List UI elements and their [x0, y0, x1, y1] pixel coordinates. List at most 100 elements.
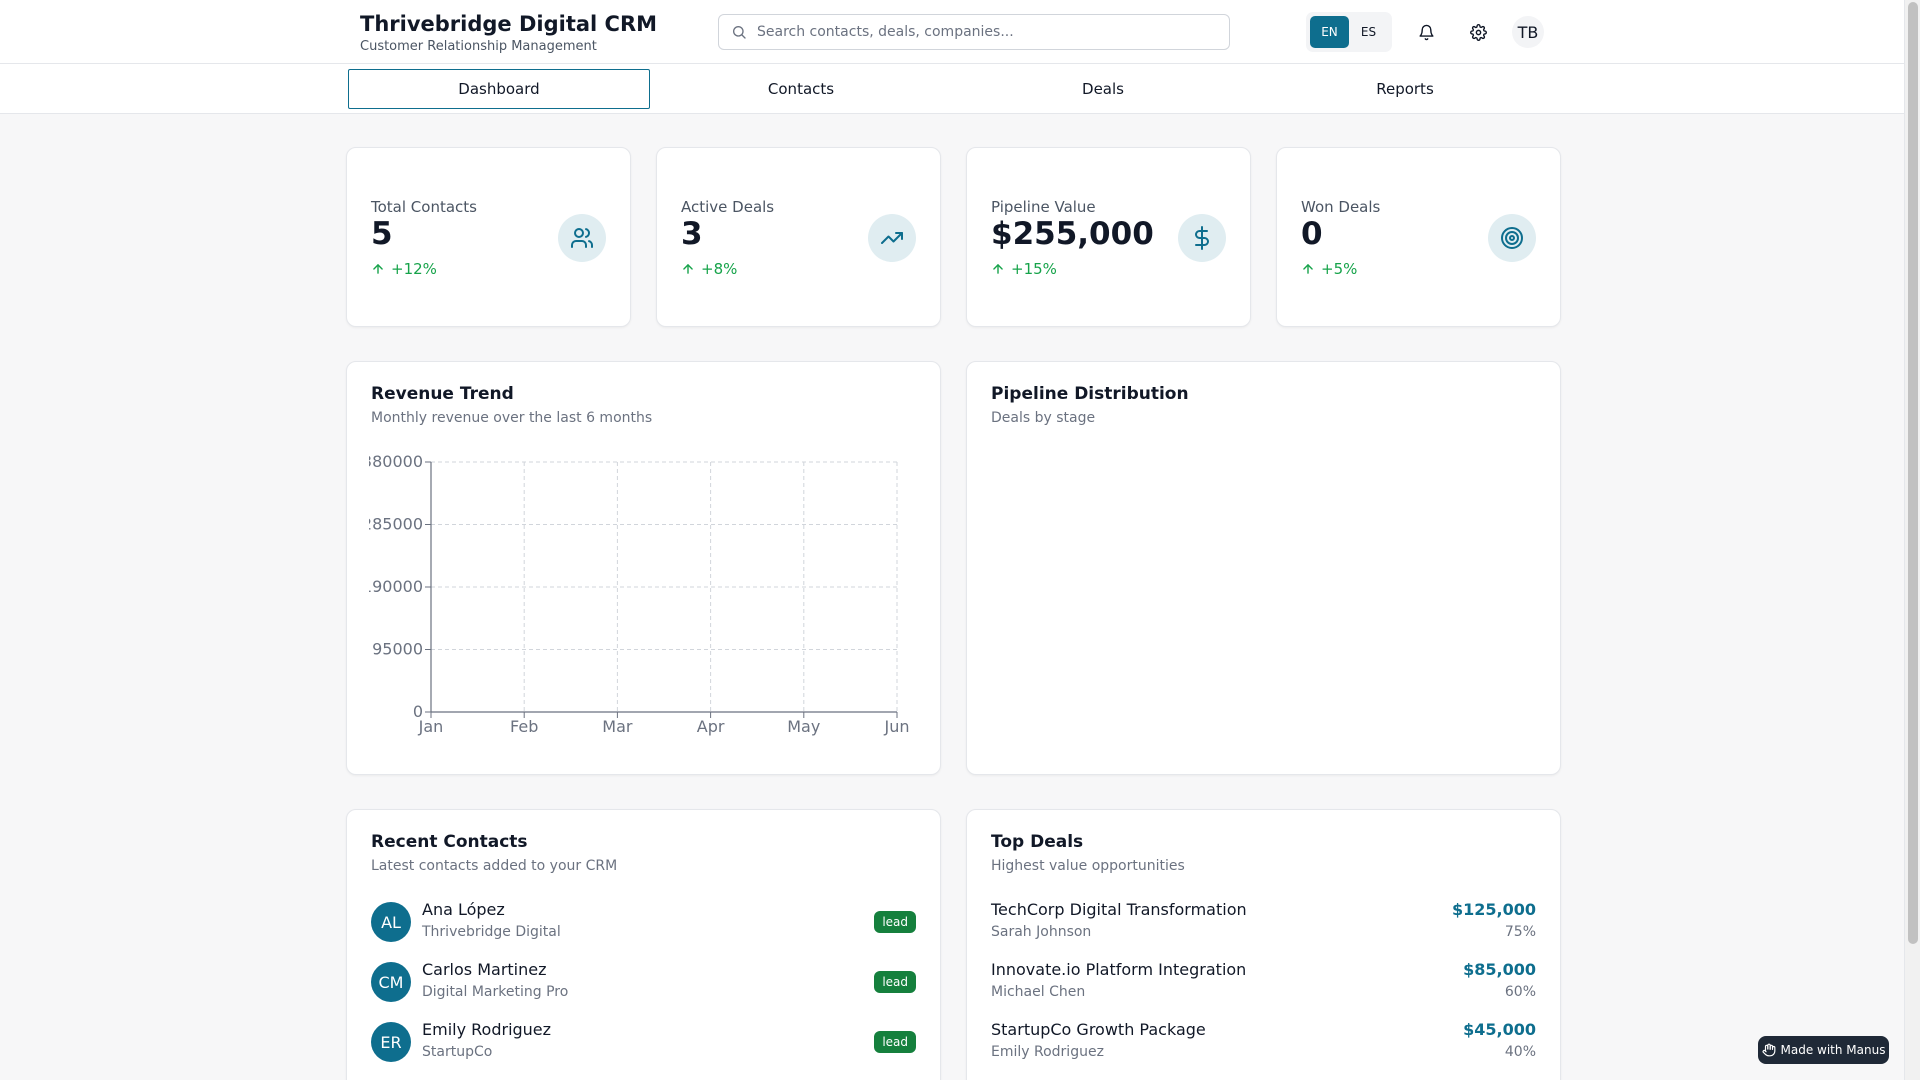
stat-change: +12%: [371, 260, 437, 278]
deal-name: Innovate.io Platform Integration: [991, 960, 1247, 979]
users-icon: [558, 214, 606, 262]
stat-value: 5: [371, 216, 393, 252]
stat-change: +15%: [991, 260, 1057, 278]
pipeline-distribution-card: Pipeline Distribution Deals by stage: [966, 361, 1561, 775]
arrow-up-icon: [373, 264, 383, 274]
card-title: Top Deals: [991, 832, 1084, 852]
notifications-button[interactable]: [1410, 16, 1442, 48]
card-title: Pipeline Distribution: [991, 384, 1189, 404]
y-tick-label: 380000: [369, 452, 423, 471]
stat-card-won-deals: Won Deals 0 +5%: [1276, 147, 1561, 327]
deal-name: StartupCo Growth Package: [991, 1020, 1206, 1039]
top-deals-card: Top Deals Highest value opportunities Te…: [966, 809, 1561, 1080]
card-title: Recent Contacts: [371, 832, 528, 852]
stat-change: +8%: [681, 260, 737, 278]
lang-en-button[interactable]: EN: [1310, 16, 1349, 48]
stat-change-value: +5%: [1321, 260, 1358, 278]
user-avatar[interactable]: TB: [1512, 16, 1544, 48]
deal-probability: 40%: [1504, 1044, 1536, 1060]
y-tick-label: 190000: [369, 577, 423, 596]
app-header: Thrivebridge Digital CRM Customer Relati…: [0, 0, 1904, 64]
stat-change: +5%: [1301, 260, 1357, 278]
tab-deals[interactable]: Deals: [1082, 80, 1124, 98]
language-switcher: EN ES: [1306, 12, 1392, 52]
stat-label: Total Contacts: [371, 198, 477, 216]
stat-change-value: +8%: [701, 260, 738, 278]
deal-amount: $125,000: [1451, 900, 1536, 919]
deal-probability: 60%: [1504, 984, 1536, 1000]
revenue-trend-card: Revenue Trend Monthly revenue over the l…: [346, 361, 941, 775]
search-box[interactable]: [718, 14, 1230, 50]
search-input[interactable]: [757, 17, 1229, 47]
tab-contacts[interactable]: Contacts: [767, 80, 835, 98]
stat-card-active-deals: Active Deals 3 +8%: [656, 147, 941, 327]
status-badge: lead: [874, 1031, 916, 1053]
stat-value: 3: [681, 216, 703, 252]
stat-card-total-contacts: Total Contacts 5 +12%: [346, 147, 631, 327]
bell-icon: [1418, 24, 1435, 41]
app-title: Thrivebridge Digital CRM: [360, 12, 658, 36]
stat-value: 0: [1301, 216, 1323, 252]
stat-card-pipeline-value: Pipeline Value $255,000 +15%: [966, 147, 1251, 327]
deal-row[interactable]: StartupCo Growth Package Emily Rodriguez…: [991, 1020, 1536, 1066]
manus-hand-icon: [1762, 1043, 1775, 1057]
stat-label: Pipeline Value: [991, 198, 1096, 216]
recent-contacts-card: Recent Contacts Latest contacts added to…: [346, 809, 941, 1080]
target-icon: [1488, 214, 1536, 262]
arrow-up-icon: [683, 264, 693, 274]
deal-amount: $45,000: [1463, 1020, 1536, 1039]
y-tick-label: 0: [413, 702, 423, 721]
status-badge: lead: [874, 971, 916, 993]
card-subtitle: Monthly revenue over the last 6 months: [371, 410, 653, 426]
avatar: ER: [371, 1022, 411, 1062]
card-subtitle: Latest contacts added to your CRM: [371, 858, 618, 874]
deal-name: TechCorp Digital Transformation: [991, 900, 1247, 919]
settings-button[interactable]: [1462, 16, 1494, 48]
arrow-up-icon: [1303, 264, 1313, 274]
lang-es-button[interactable]: ES: [1349, 16, 1388, 48]
made-with-manus-badge[interactable]: Made with Manus: [1758, 1036, 1889, 1064]
deal-amount: $85,000: [1463, 960, 1536, 979]
contact-name: Carlos Martinez: [422, 960, 547, 979]
card-subtitle: Deals by stage: [991, 410, 1096, 426]
trending-up-icon: [868, 214, 916, 262]
gear-icon: [1469, 23, 1487, 41]
stat-value: $255,000: [991, 216, 1154, 252]
deal-row[interactable]: Innovate.io Platform Integration Michael…: [991, 960, 1536, 1006]
contact-row[interactable]: AL Ana López Thrivebridge Digital lead: [371, 900, 916, 946]
search-icon: [731, 24, 747, 40]
y-tick-label: 285000: [369, 515, 423, 534]
deal-owner: Michael Chen: [991, 984, 1086, 1000]
stat-label: Won Deals: [1301, 198, 1381, 216]
avatar: AL: [371, 902, 411, 942]
stat-change-value: +15%: [1011, 260, 1057, 278]
deal-row[interactable]: TechCorp Digital Transformation Sarah Jo…: [991, 900, 1536, 946]
deal-owner: Sarah Johnson: [991, 924, 1092, 940]
card-title: Revenue Trend: [371, 384, 514, 404]
contact-name: Ana López: [422, 900, 505, 919]
app-subtitle: Customer Relationship Management: [360, 39, 597, 54]
x-tick-label: May: [787, 717, 820, 736]
card-subtitle: Highest value opportunities: [991, 858, 1185, 874]
revenue-chart: 0 95000 190000 285000 380000 Jan Feb Mar Apr May J…: [362, 452, 921, 756]
revenue-chart-svg: 0 95000 190000 285000 380000 Jan Feb Mar Apr May J…: [362, 452, 910, 736]
made-with-manus-label: Made with Manus: [1780, 1043, 1886, 1057]
tab-dashboard[interactable]: Dashboard: [348, 69, 650, 109]
contact-company: StartupCo: [422, 1044, 493, 1060]
dollar-icon: [1178, 214, 1226, 262]
tab-reports[interactable]: Reports: [1376, 80, 1434, 98]
arrow-up-icon: [993, 264, 1003, 274]
x-tick-label: Apr: [697, 717, 725, 736]
stat-label: Active Deals: [681, 198, 775, 216]
contact-row[interactable]: CM Carlos Martinez Digital Marketing Pro…: [371, 960, 916, 1006]
scrollbar-thumb[interactable]: [1908, 2, 1918, 944]
stat-change-value: +12%: [391, 260, 437, 278]
x-tick-label: Jun: [884, 717, 910, 736]
page-scrollbar[interactable]: [1904, 0, 1920, 1080]
contact-company: Thrivebridge Digital: [422, 924, 561, 940]
x-tick-label: Mar: [602, 717, 633, 736]
contact-row[interactable]: ER Emily Rodriguez StartupCo lead: [371, 1020, 916, 1066]
x-tick-label: Feb: [510, 717, 538, 736]
contact-company: Digital Marketing Pro: [422, 984, 569, 1000]
main-tabs: Dashboard Contacts Deals Reports: [0, 64, 1904, 114]
